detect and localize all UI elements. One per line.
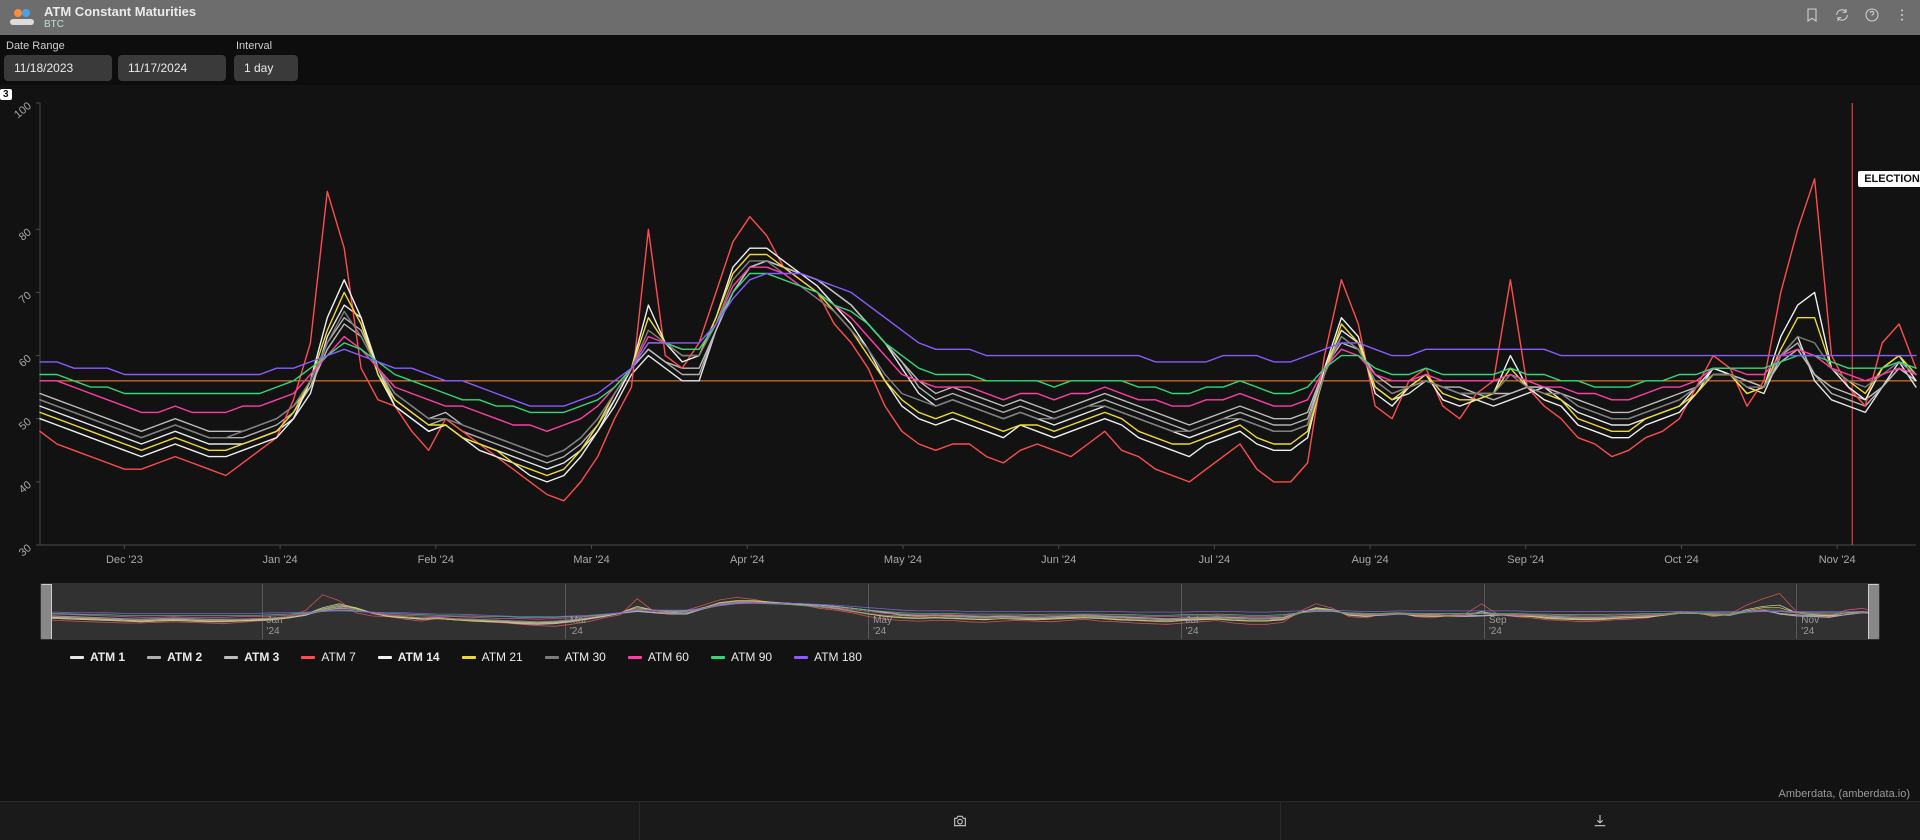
legend-swatch [794,656,808,659]
legend-label: ATM 21 [482,650,523,664]
series-count-badge: 3 [0,89,12,100]
date-range-label: Date Range [6,40,226,52]
svg-text:40: 40 [17,479,34,496]
svg-text:70: 70 [17,290,34,307]
topbar-actions [1804,7,1910,28]
line-chart-svg: 30 40 50 60 70 80 100 Dec '23 Jan '24 Feb '24 Mar … [0,89,1920,569]
legend-label: ATM 30 [565,650,606,664]
app-logo [10,9,34,27]
controls-row: Date Range 11/18/2023 11/17/2024 Interva… [0,35,1920,85]
camera-icon [952,813,968,829]
help-icon[interactable] [1864,7,1880,28]
legend-swatch [224,656,238,659]
legend-item-atm-30[interactable]: ATM 30 [545,650,606,664]
page-title: ATM Constant Maturities [44,5,196,19]
navigator-selection-mask[interactable] [41,584,1879,639]
legend-label: ATM 1 [90,650,125,664]
chart-legend: ATM 1 ATM 2 ATM 3 ATM 7 ATM 14 ATM 21 ATM 30 AT… [0,640,1920,670]
legend-swatch [628,656,642,659]
legend-label: ATM 60 [648,650,689,664]
svg-text:80: 80 [17,226,34,243]
legend-label: ATM 180 [814,650,862,664]
legend-swatch [70,656,84,659]
range-navigator[interactable]: Jan '24Mar '24May '24Jul '24Sep '24Nov '… [40,583,1880,640]
election-annotation-label: ELECTION [1858,171,1920,187]
date-from-input[interactable]: 11/18/2023 [4,55,112,81]
svg-text:Jan '24: Jan '24 [263,554,298,566]
footer-camera-button[interactable] [640,802,1280,840]
legend-item-atm-2[interactable]: ATM 2 [147,650,202,664]
legend-label: ATM 90 [731,650,772,664]
date-to-input[interactable]: 11/17/2024 [118,55,226,81]
legend-label: ATM 2 [167,650,202,664]
legend-swatch [378,656,392,659]
footer-download-button[interactable] [1281,802,1920,840]
svg-text:Aug '24: Aug '24 [1352,554,1389,566]
svg-text:Mar '24: Mar '24 [573,554,609,566]
legend-item-atm-21[interactable]: ATM 21 [462,650,523,664]
svg-text:100: 100 [12,100,34,121]
legend-swatch [462,656,476,659]
legend-swatch [711,656,725,659]
bookmark-icon[interactable] [1804,7,1820,28]
legend-item-atm-14[interactable]: ATM 14 [378,650,440,664]
attribution-text: Amberdata, (amberdata.io) [1779,788,1910,800]
legend-item-atm-7[interactable]: ATM 7 [301,650,355,664]
footer-bar [0,801,1920,840]
svg-text:Jul '24: Jul '24 [1199,554,1230,566]
svg-text:Feb '24: Feb '24 [418,554,454,566]
footer-seg-1 [0,802,640,840]
svg-text:Apr '24: Apr '24 [730,554,765,566]
page-subtitle: BTC [44,19,196,30]
svg-text:60: 60 [17,353,34,370]
legend-swatch [147,656,161,659]
svg-text:30: 30 [17,542,34,559]
svg-text:Oct '24: Oct '24 [1664,554,1699,566]
legend-swatch [301,656,315,659]
svg-text:Sep '24: Sep '24 [1507,554,1544,566]
download-icon [1592,813,1608,829]
interval-label: Interval [236,40,298,52]
svg-text:50: 50 [17,416,34,433]
svg-text:Jun '24: Jun '24 [1041,554,1076,566]
legend-label: ATM 14 [398,650,440,664]
svg-text:Dec '23: Dec '23 [106,554,143,566]
svg-text:Nov '24: Nov '24 [1819,554,1856,566]
navigator-handle-left[interactable] [40,584,52,640]
svg-text:May '24: May '24 [884,554,922,566]
legend-item-atm-180[interactable]: ATM 180 [794,650,862,664]
legend-item-atm-90[interactable]: ATM 90 [711,650,772,664]
refresh-icon[interactable] [1834,7,1850,28]
legend-item-atm-3[interactable]: ATM 3 [224,650,279,664]
chart-area[interactable]: 3 30 40 50 60 70 80 100 Dec '23 Jan '24 Feb '24 Ma… [0,89,1920,569]
title-stack: ATM Constant Maturities BTC [44,5,196,30]
legend-item-atm-60[interactable]: ATM 60 [628,650,689,664]
navigator-handle-right[interactable] [1868,584,1880,640]
legend-swatch [545,656,559,659]
interval-select[interactable]: 1 day [234,55,298,81]
legend-label: ATM 7 [321,650,355,664]
legend-label: ATM 3 [244,650,279,664]
more-icon[interactable] [1894,7,1910,28]
topbar: ATM Constant Maturities BTC [0,0,1920,35]
legend-item-atm-1[interactable]: ATM 1 [70,650,125,664]
